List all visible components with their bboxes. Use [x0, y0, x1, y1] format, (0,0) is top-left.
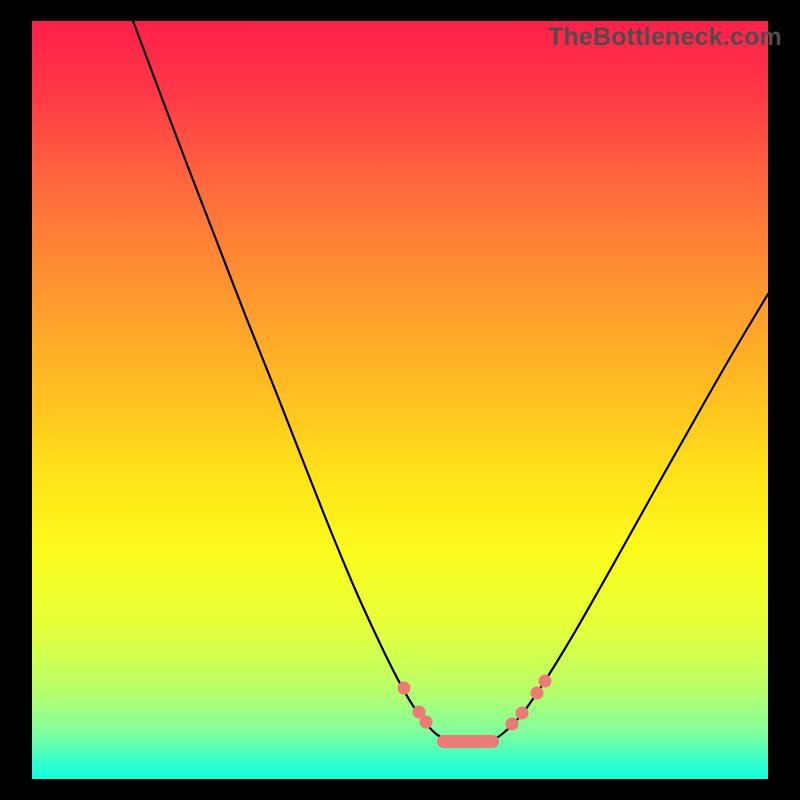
stage: TheBottleneck.com: [0, 0, 800, 800]
bottleneck-marker-dot: [506, 718, 519, 731]
bottleneck-curve: [133, 21, 768, 746]
bottleneck-marker-dot: [398, 682, 411, 695]
bottleneck-marker-dot: [516, 707, 529, 720]
bottleneck-marker-dot: [539, 675, 552, 688]
bottleneck-marker-dot: [531, 687, 544, 700]
watermark-text: TheBottleneck.com: [548, 23, 782, 52]
chart-overlay: [32, 21, 768, 779]
plot-area: [32, 21, 768, 779]
bottleneck-marker-dot: [420, 716, 433, 729]
bottleneck-marker-pill: [437, 735, 499, 748]
